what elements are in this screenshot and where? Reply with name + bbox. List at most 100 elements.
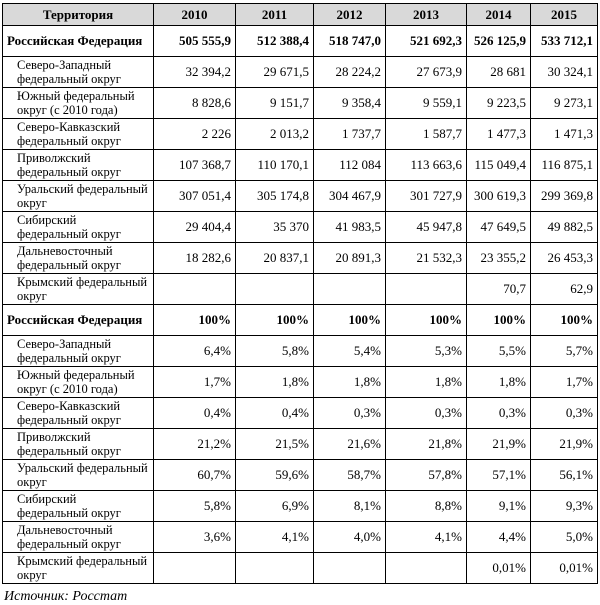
row-label: Северо-Западный федеральный округ [2, 56, 154, 88]
value-cell: 5,7% [530, 335, 598, 367]
value-cell: 5,4% [313, 335, 386, 367]
value-cell: 21,5% [235, 428, 314, 460]
value-cell: 304 467,9 [313, 180, 386, 212]
value-cell: 521 692,3 [385, 25, 467, 57]
value-cell: 5,3% [385, 335, 467, 367]
row-label: Северо-Западный федеральный округ [2, 335, 154, 367]
table-body: Российская Федерация 505 555,9 512 388,4 51… [2, 25, 598, 584]
value-cell: 20 891,3 [313, 242, 386, 274]
value-cell: 8,8% [385, 490, 467, 522]
row-label: Сибирский федеральный округ [2, 490, 154, 522]
header-cell: 2013 [385, 3, 467, 26]
header-cell: 2014 [466, 3, 531, 26]
value-cell: 1,8% [313, 366, 386, 398]
table-row: Сибирский федеральный округ 5,8% 6,9% 8,1% 8… [2, 490, 598, 522]
value-cell: 1,8% [235, 366, 314, 398]
value-cell [313, 273, 386, 305]
row-label: Дальневосточный федеральный округ [2, 521, 154, 553]
row-label: Российская Федерация [2, 25, 154, 57]
value-cell [313, 552, 386, 584]
value-cell: 100% [385, 304, 467, 336]
row-label: Крымский федеральный округ [2, 273, 154, 305]
row-label: Российская Федерация [2, 304, 154, 336]
value-cell: 5,0% [530, 521, 598, 553]
value-cell: 1 477,3 [466, 118, 531, 150]
table-row: Дальневосточный федеральный округ 3,6% 4,1… [2, 521, 598, 553]
value-cell: 1,7% [153, 366, 236, 398]
row-label: Южный федеральный округ (с 2010 года) [2, 366, 154, 398]
value-cell: 2 226 [153, 118, 236, 150]
value-cell [153, 273, 236, 305]
value-cell: 115 049,4 [466, 149, 531, 181]
value-cell [385, 552, 467, 584]
value-cell: 113 663,6 [385, 149, 467, 181]
value-cell: 1 737,7 [313, 118, 386, 150]
value-cell: 4,0% [313, 521, 386, 553]
data-table: Территория 2010 2011 2012 2013 2014 2015 Росси… [2, 3, 598, 584]
value-cell: 0,01% [466, 552, 531, 584]
table-row: Крымский федеральный округ 0,01% 0,01% [2, 552, 598, 584]
value-cell [235, 552, 314, 584]
value-cell: 5,8% [153, 490, 236, 522]
header-cell: 2015 [530, 3, 598, 26]
value-cell: 21,9% [530, 428, 598, 460]
header-cell: Территория [2, 3, 154, 26]
value-cell: 0,4% [235, 397, 314, 429]
value-cell: 0,3% [385, 397, 467, 429]
value-cell: 301 727,9 [385, 180, 467, 212]
value-cell: 299 369,8 [530, 180, 598, 212]
value-cell: 5,5% [466, 335, 531, 367]
value-cell: 0,4% [153, 397, 236, 429]
value-cell: 505 555,9 [153, 25, 236, 57]
header-cell: 2011 [235, 3, 314, 26]
value-cell: 110 170,1 [235, 149, 314, 181]
table-row: Сибирский федеральный округ 29 404,4 35 37… [2, 211, 598, 243]
value-cell: 28 224,2 [313, 56, 386, 88]
value-cell: 30 324,1 [530, 56, 598, 88]
value-cell: 9,1% [466, 490, 531, 522]
value-cell: 4,4% [466, 521, 531, 553]
value-cell: 41 983,5 [313, 211, 386, 243]
value-cell: 9,3% [530, 490, 598, 522]
value-cell: 0,01% [530, 552, 598, 584]
value-cell: 23 355,2 [466, 242, 531, 274]
value-cell: 47 649,5 [466, 211, 531, 243]
row-label: Дальневосточный федеральный округ [2, 242, 154, 274]
value-cell: 59,6% [235, 459, 314, 491]
value-cell: 26 453,3 [530, 242, 598, 274]
header-cell: 2012 [313, 3, 386, 26]
header-cell: 2010 [153, 3, 236, 26]
value-cell: 29 671,5 [235, 56, 314, 88]
value-cell: 305 174,8 [235, 180, 314, 212]
value-cell: 35 370 [235, 211, 314, 243]
value-cell: 9 151,7 [235, 87, 314, 119]
value-cell: 21,6% [313, 428, 386, 460]
value-cell: 27 673,9 [385, 56, 467, 88]
table-row: Приволжский федеральный округ 107 368,7 11… [2, 149, 598, 181]
value-cell: 57,8% [385, 459, 467, 491]
value-cell: 21,8% [385, 428, 467, 460]
source-note: Источник: Росстат [4, 589, 128, 604]
value-cell: 9 273,1 [530, 87, 598, 119]
table-row: Уральский федеральный округ 60,7% 59,6% 58,… [2, 459, 598, 491]
value-cell: 49 882,5 [530, 211, 598, 243]
table-row: Северо-Западный федеральный округ 32 394,… [2, 56, 598, 88]
table-row: Дальневосточный федеральный округ 18 282,… [2, 242, 598, 274]
value-cell [235, 273, 314, 305]
value-cell: 9 223,5 [466, 87, 531, 119]
table-row: Южный федеральный округ (с 2010 года) 1,7… [2, 366, 598, 398]
value-cell: 62,9 [530, 273, 598, 305]
value-cell: 533 712,1 [530, 25, 598, 57]
value-cell: 1,7% [530, 366, 598, 398]
table-row: Уральский федеральный округ 307 051,4 305 … [2, 180, 598, 212]
value-cell: 21,9% [466, 428, 531, 460]
table-row: Российская Федерация 100% 100% 100% 100% 100%… [2, 304, 598, 336]
value-cell: 100% [466, 304, 531, 336]
value-cell: 60,7% [153, 459, 236, 491]
value-cell: 45 947,8 [385, 211, 467, 243]
value-cell: 20 837,1 [235, 242, 314, 274]
value-cell: 9 358,4 [313, 87, 386, 119]
value-cell: 70,7 [466, 273, 531, 305]
row-label: Северо-Кавказский федеральный округ [2, 118, 154, 150]
value-cell: 0,3% [530, 397, 598, 429]
